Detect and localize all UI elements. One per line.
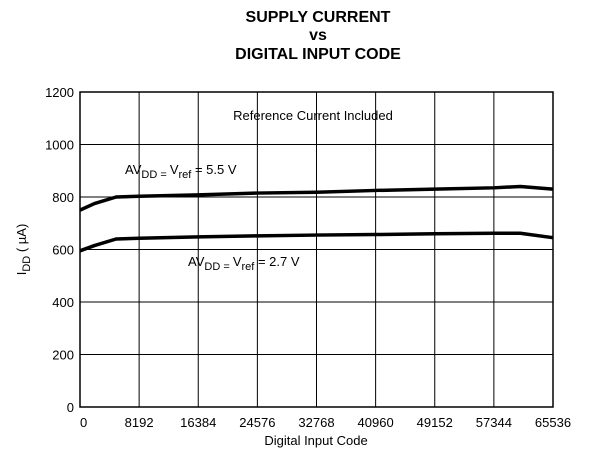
annotation: Reference Current Included xyxy=(233,108,393,123)
x-tick-label: 49152 xyxy=(417,415,453,430)
x-tick-label: 16384 xyxy=(180,415,216,430)
label-part: = 5.5 V xyxy=(191,162,236,177)
series-line xyxy=(79,184,554,212)
x-axis-label: Digital Input Code xyxy=(264,433,367,448)
label-part: V xyxy=(233,254,242,269)
y-tick-label: 600 xyxy=(52,243,74,258)
subscript: DD = xyxy=(204,261,232,273)
series-label: AVDD = Vref = 2.7 V xyxy=(188,254,300,273)
x-tick-label: 32768 xyxy=(298,415,334,430)
subscript: DD = xyxy=(141,169,169,181)
y-tick-label: 800 xyxy=(52,190,74,205)
chart-title: DIGITAL INPUT CODE xyxy=(235,46,401,63)
y-tick-label: 0 xyxy=(67,400,74,415)
x-tick-label: 40960 xyxy=(358,415,394,430)
label-part: = 2.7 V xyxy=(254,254,299,269)
label-part: ( µA) xyxy=(14,224,29,256)
chart-title: SUPPLY CURRENT xyxy=(246,9,391,26)
x-tick-label: 57344 xyxy=(476,415,512,430)
y-tick-label: 1000 xyxy=(45,138,74,153)
chart-title: vs xyxy=(309,27,327,44)
x-tick-label: 0 xyxy=(80,415,87,430)
subscript: ref xyxy=(242,261,256,273)
label-part: AV xyxy=(188,254,205,269)
label-part: AV xyxy=(125,162,142,177)
label-part: I xyxy=(14,272,29,276)
y-axis-label: IDD ( µA) xyxy=(14,224,33,276)
series-line xyxy=(79,231,554,253)
subscript: DD xyxy=(21,256,33,272)
x-tick-label: 24576 xyxy=(239,415,275,430)
series-label: AVDD = Vref = 5.5 V xyxy=(125,162,237,181)
label-part: V xyxy=(170,162,179,177)
x-tick-label: 8192 xyxy=(125,415,154,430)
subscript: ref xyxy=(179,169,193,181)
y-tick-label: 200 xyxy=(52,348,74,363)
y-tick-label: 1200 xyxy=(45,85,74,100)
y-tick-label: 400 xyxy=(52,295,74,310)
x-tick-label: 65536 xyxy=(535,415,571,430)
